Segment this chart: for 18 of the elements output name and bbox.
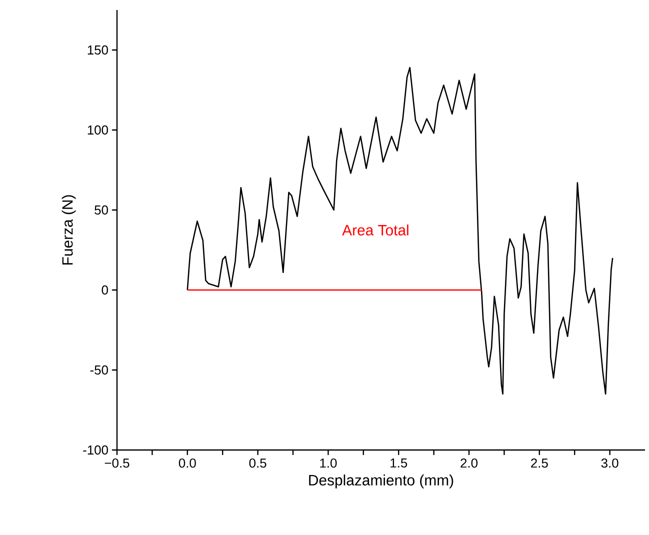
x-tick-label: 0.5	[249, 458, 266, 468]
x-tick-label: −0.5	[104, 458, 130, 468]
y-tick-label: 50	[94, 205, 108, 215]
y-tick-label: -100	[83, 445, 108, 455]
x-tick-label: 1.0	[320, 458, 337, 468]
line-series	[186, 66, 614, 395]
x-axis-title: Desplazamiento (mm)	[309, 474, 454, 488]
y-tick-label: 150	[88, 45, 108, 55]
y-tick-label: 100	[88, 125, 108, 135]
x-tick-label: 0.0	[178, 458, 196, 468]
y-tick-label: 0	[102, 285, 108, 295]
x-tick-label: 1.5	[390, 458, 408, 468]
y-tick-label: -50	[90, 365, 108, 375]
x-tick-label: 2.5	[531, 458, 548, 468]
annotation: Area Total	[342, 224, 408, 236]
x-tick-label: 3.0	[601, 458, 618, 468]
y-axis-title: Fuerza (N)	[62, 195, 76, 264]
x-tick-label: 2.0	[460, 458, 478, 468]
